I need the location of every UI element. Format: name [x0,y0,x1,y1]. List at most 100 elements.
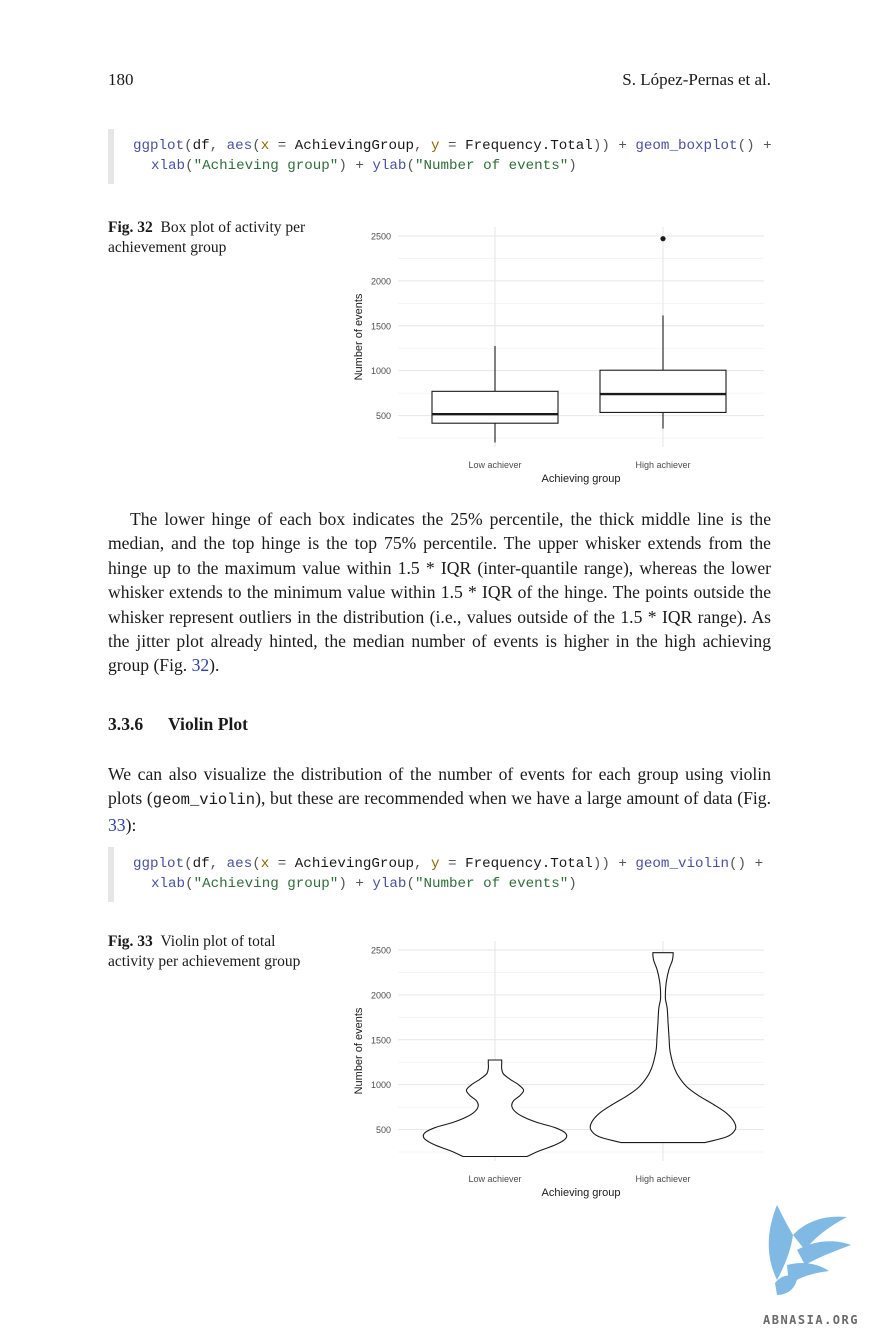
y-tick-label: 2000 [371,990,391,1000]
violin-high-achiever [589,952,737,1144]
outlier-point [660,236,666,242]
y-tick-label: 2500 [371,945,391,955]
violin-low-achiever [422,1059,568,1158]
code-token: xlab [151,158,186,174]
inline-code: geom_violin [152,791,256,810]
running-header-author: S. López-Pernas et al. [622,70,771,89]
code-line-2: xlab("Achieving group") + ylab("Number o… [133,156,770,176]
paragraph-text-end: ): [125,814,137,835]
x-tick-label: High achiever [635,460,690,470]
box-high-achiever [599,369,727,413]
code-token: ) + [338,158,373,174]
watermark-text: ABNASIA.ORG [763,1313,859,1327]
code-token: ggplot [133,138,185,154]
box-low-achiever [431,390,559,424]
y-tick-label: 1000 [371,366,391,376]
code-token: = [439,856,466,872]
code-token: = [269,856,295,872]
code-token: ) + [338,876,373,892]
x-tick-label: High achiever [635,1174,690,1184]
page-number: 180 [108,70,134,89]
figure-caption-text: Violin plot of total activity per achiev… [108,933,301,970]
code-token: xlab [151,876,186,892]
code-token: , [414,138,432,154]
x-tick-label: Low achiever [468,460,521,470]
y-tick-label: 2500 [371,231,391,241]
code-token: ( [406,876,415,892]
y-tick-label: 2000 [371,276,391,286]
code-block-violin: ggplot(df, aes(x = AchievingGroup, y = F… [108,847,770,902]
figure-ref-33[interactable]: 33 [108,814,126,835]
code-token: aes [226,856,253,872]
y-axis-label: Number of events [353,293,365,380]
code-token: ( [406,158,415,174]
code-token: df [192,138,210,154]
watermark: ABNASIA.ORG [747,1195,875,1327]
code-token: geom_violin [635,856,730,872]
code-token: = [439,138,466,154]
y-tick-label: 500 [376,411,391,421]
code-token: ) [568,876,577,892]
y-tick-label: 500 [376,1125,391,1135]
figure-label: Fig. 33 [108,933,153,950]
figure-caption-32: Fig. 32 Box plot of activity per achieve… [108,218,313,258]
y-tick-label: 1000 [371,1080,391,1090]
code-token: AchievingGroup [294,856,414,872]
code-token: "Number of events" [414,876,569,892]
section-heading: 3.3.6 Violin Plot [108,714,248,735]
code-token: () + [729,856,764,872]
code-token: aes [226,138,253,154]
figure-label: Fig. 32 [108,219,153,236]
code-token: , [414,856,432,872]
code-token: x [260,856,270,872]
code-token: ( [185,876,194,892]
code-line-1: ggplot(df, aes(x = AchievingGroup, y = F… [133,136,772,156]
code-token: ( [252,856,261,872]
paragraph-text-end: ). [209,655,220,676]
code-token: ( [185,158,194,174]
code-token: geom_boxplot [635,138,738,154]
code-block-boxplot: ggplot(df, aes(x = AchievingGroup, y = F… [108,129,772,184]
violin-chart: 500 1000 1500 2000 2500 Low achiever High achi… [353,941,764,1199]
code-token: ylab [372,158,407,174]
code-token: () + [737,138,772,154]
code-token: ggplot [133,856,185,872]
code-token: ) [568,158,577,174]
boxplot-chart: 500 1000 1500 2000 2500 Low achiever High achi… [353,227,764,485]
code-token: ylab [372,876,407,892]
code-token: "Achieving group" [193,876,339,892]
paragraph-text-mid: ), but these are recommended when we hav… [255,788,771,809]
griffin-logo-icon [768,1205,851,1295]
x-tick-label: Low achiever [468,1174,521,1184]
y-tick-label: 1500 [371,321,391,331]
figure-caption-text: Box plot of activity per achievement gro… [108,219,306,256]
code-line-1: ggplot(df, aes(x = AchievingGroup, y = F… [133,854,770,874]
code-token: y [431,138,440,154]
code-token: , [209,856,227,872]
figure-ref-32[interactable]: 32 [191,655,210,676]
code-token: = [269,138,295,154]
code-token: "Achieving group" [193,158,339,174]
code-token: ( [252,138,261,154]
code-token: ( [184,138,193,154]
code-token: )) + [592,138,636,154]
code-token: df [192,856,210,872]
x-axis-label: Achieving group [542,1187,621,1199]
code-token: y [431,856,440,872]
y-axis-label: Number of events [353,1007,365,1094]
code-token: Frequency.Total [465,856,593,872]
code-token: ( [184,856,193,872]
code-token: x [260,138,270,154]
code-line-2: xlab("Achieving group") + ylab("Number o… [133,874,770,894]
code-token: )) + [592,856,636,872]
paragraph-text: We can also visualize the distribution o… [108,764,771,809]
paragraph-boxplot-explanation: The lower hinge of each box indicates th… [108,507,771,678]
figure-caption-33: Fig. 33 Violin plot of total activity pe… [108,932,313,972]
section-number: 3.3.6 [108,714,144,734]
code-token: AchievingGroup [294,138,414,154]
x-axis-label: Achieving group [542,473,621,485]
y-tick-label: 1500 [371,1035,391,1045]
paragraph-violin-intro: We can also visualize the distribution o… [108,762,771,837]
code-token: , [209,138,227,154]
code-token: Frequency.Total [465,138,593,154]
